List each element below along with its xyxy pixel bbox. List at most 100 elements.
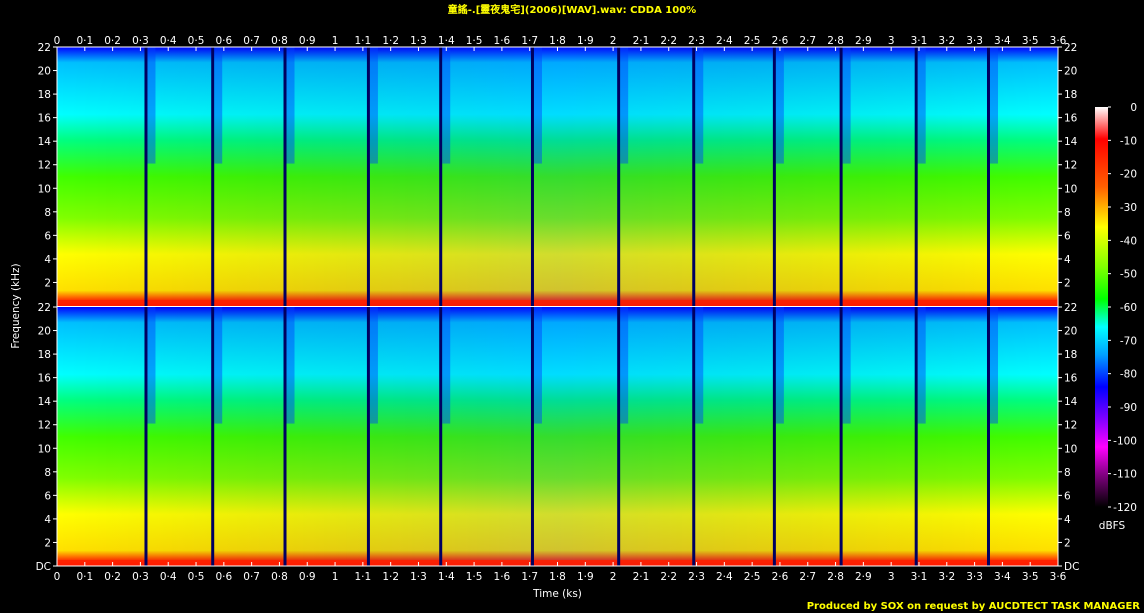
- x-tick-label-bottom: 2·2: [660, 571, 677, 583]
- x-tick-label-bottom: 3·2: [938, 571, 955, 583]
- x-tick-label-bottom: 3·3: [966, 571, 983, 583]
- y-tick-label-right: 18: [1064, 89, 1077, 101]
- y-tick-label-right: 18: [1064, 349, 1077, 361]
- track-boundary: [144, 307, 148, 566]
- x-tick-label-top: 1·4: [438, 35, 455, 47]
- x-tick-label-bottom: 1·8: [549, 571, 566, 583]
- y-tick-label-left: 16: [38, 373, 52, 385]
- track-onset-shade: [369, 47, 378, 164]
- y-tick-label-right: 2: [1064, 277, 1071, 289]
- x-tick-label-top: 1·1: [355, 35, 372, 47]
- y-tick-label-left: 22: [38, 302, 51, 314]
- track-onset-shade: [533, 47, 542, 164]
- x-tick-label-top: 1·8: [549, 35, 566, 47]
- x-tick-label-bottom: 2: [610, 571, 617, 583]
- track-onset-shade: [442, 47, 451, 164]
- x-tick-label-top: 3·6: [1050, 35, 1067, 47]
- track-boundary: [366, 47, 370, 306]
- y-tick-label-left: 20: [38, 326, 51, 338]
- x-tick-label-bottom: 3: [888, 571, 895, 583]
- y-tick-label-left: 8: [44, 467, 51, 479]
- y-tick-label-left: 2: [44, 537, 51, 549]
- colorbar-tick-label: -50: [1120, 269, 1137, 281]
- colorbar-tick-label: -120: [1113, 502, 1137, 514]
- x-tick-label-top: 3: [888, 35, 895, 47]
- track-boundary: [914, 307, 918, 566]
- track-onset-shade: [533, 307, 542, 424]
- y-tick-label-right: 20: [1064, 66, 1077, 78]
- x-tick-label-top: 2·7: [799, 35, 816, 47]
- x-tick-label-top: 0·5: [188, 35, 205, 47]
- x-tick-label-top: 3·3: [966, 35, 983, 47]
- y-tick-label-left: DC: [36, 561, 51, 573]
- colorbar-tick-label: -40: [1120, 235, 1137, 247]
- track-boundary: [211, 47, 215, 306]
- x-tick-label-bottom: 2·9: [855, 571, 872, 583]
- colorbar-tick-label: -100: [1113, 435, 1137, 447]
- x-tick-label-bottom: 1·9: [577, 571, 594, 583]
- y-tick-label-left: 4: [44, 514, 51, 526]
- chart-title: 童謠-.[靈夜鬼宅](2006)[WAV].wav: CDDA 100%: [447, 5, 697, 16]
- y-tick-label-left: 14: [38, 136, 52, 148]
- x-tick-label-bottom: 0·6: [215, 571, 232, 583]
- x-tick-label-bottom: 0·1: [76, 571, 93, 583]
- track-onset-shade: [442, 307, 451, 424]
- x-tick-label-bottom: 1: [332, 571, 339, 583]
- x-tick-label-top: 2: [610, 35, 617, 47]
- track-boundary: [692, 47, 696, 306]
- x-tick-label-top: 0·8: [271, 35, 288, 47]
- y-tick-label-left: 14: [38, 396, 52, 408]
- track-boundary: [839, 47, 843, 306]
- x-tick-label-top: 1·2: [382, 35, 399, 47]
- x-tick-label-bottom: 0·8: [271, 571, 288, 583]
- track-boundary: [772, 307, 776, 566]
- y-tick-label-right: 22: [1064, 302, 1077, 314]
- track-onset-shade: [842, 307, 851, 424]
- x-tick-label-bottom: 3·1: [911, 571, 928, 583]
- y-tick-label-left: 4: [44, 254, 51, 266]
- y-axis-label: Frequency (kHz): [10, 263, 22, 348]
- track-boundary: [439, 47, 443, 306]
- y-tick-label-right: 6: [1064, 230, 1071, 242]
- x-tick-label-top: 0·7: [243, 35, 260, 47]
- colorbar-tick-label: -20: [1120, 169, 1137, 181]
- colorbar: [1095, 107, 1108, 507]
- track-onset-shade: [917, 307, 926, 424]
- track-onset-shade: [286, 47, 295, 164]
- x-tick-label-bottom: 2·1: [633, 571, 650, 583]
- track-onset-shade: [369, 307, 378, 424]
- y-tick-label-left: 10: [38, 183, 51, 195]
- x-tick-label-bottom: 2·6: [772, 571, 789, 583]
- y-tick-label-right: 6: [1064, 490, 1071, 502]
- x-tick-label-bottom: 0·4: [160, 571, 177, 583]
- y-tick-label-right: 2: [1064, 537, 1071, 549]
- y-tick-label-left: 20: [38, 66, 51, 78]
- y-tick-label-left: 18: [38, 89, 51, 101]
- y-tick-label-right: 10: [1064, 443, 1077, 455]
- y-tick-label-right: 8: [1064, 207, 1071, 219]
- track-boundary: [839, 307, 843, 566]
- x-tick-label-bottom: 0·3: [132, 571, 149, 583]
- x-tick-label-bottom: 1·3: [410, 571, 427, 583]
- x-tick-label-top: 2·8: [827, 35, 844, 47]
- x-tick-label-bottom: 1·1: [355, 571, 372, 583]
- colorbar-tick-label: -60: [1120, 302, 1137, 314]
- y-tick-label-left: 12: [38, 420, 51, 432]
- track-boundary: [366, 307, 370, 566]
- x-tick-label-top: 2·6: [772, 35, 789, 47]
- track-boundary: [986, 47, 990, 306]
- track-boundary: [530, 47, 534, 306]
- y-tick-label-left: 12: [38, 160, 51, 172]
- track-onset-shade: [620, 307, 629, 424]
- x-tick-label-bottom: 2·7: [799, 571, 816, 583]
- y-tick-label-left: 2: [44, 277, 51, 289]
- y-tick-label-right: 8: [1064, 467, 1071, 479]
- y-tick-label-left: 6: [44, 230, 51, 242]
- x-tick-label-top: 1·6: [494, 35, 511, 47]
- colorbar-label: dBFS: [1099, 520, 1126, 532]
- footer-credit: Produced by SOX on request by AUCDTECT T…: [806, 601, 1140, 612]
- x-tick-label-top: 0·6: [215, 35, 232, 47]
- x-tick-label-bottom: 2·8: [827, 571, 844, 583]
- track-onset-shade: [695, 47, 704, 164]
